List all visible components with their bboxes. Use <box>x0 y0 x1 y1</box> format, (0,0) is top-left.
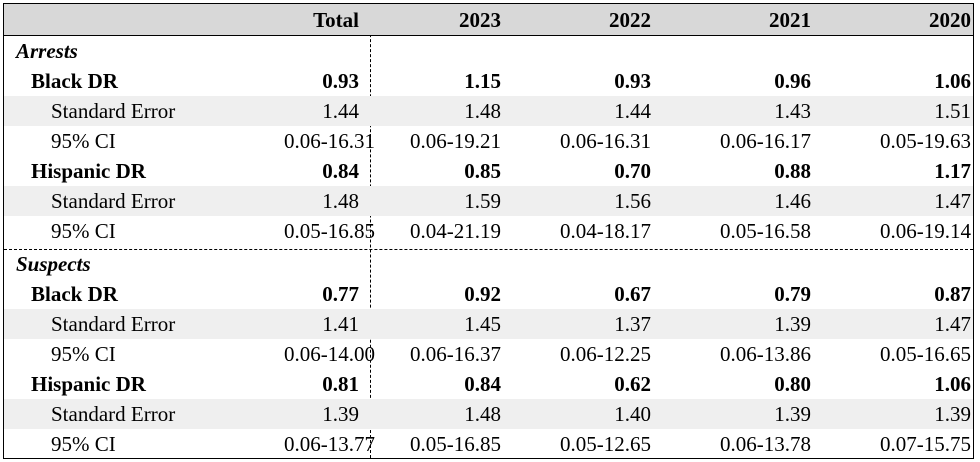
cell-2023: 0.84 <box>464 372 501 396</box>
cell-2022: 0.70 <box>614 159 651 183</box>
table-row: 95% CI 0.06-13.77 0.05-16.85 0.05-12.65 … <box>4 429 973 459</box>
cell-total: 0.06-13.77 <box>284 432 375 456</box>
cell-2020: 1.39 <box>934 402 971 426</box>
cell-2020: 1.51 <box>934 99 971 123</box>
cell-2020: 1.17 <box>934 159 971 183</box>
cell-2020: 0.06-19.14 <box>880 219 971 243</box>
cell-total: 0.05-16.85 <box>284 219 375 243</box>
row-label: Hispanic DR <box>31 372 146 396</box>
table-row: Standard Error 1.44 1.48 1.44 1.43 1.51 <box>4 96 973 126</box>
column-divider <box>370 4 371 458</box>
header-total: Total <box>313 8 359 32</box>
table-row: Hispanic DR 0.84 0.85 0.70 0.88 1.17 <box>4 156 973 186</box>
cell-2020: 0.05-19.63 <box>880 129 971 153</box>
cell-2022: 1.40 <box>614 402 651 426</box>
cell-2023: 1.48 <box>464 402 501 426</box>
table-row: Standard Error 1.41 1.45 1.37 1.39 1.47 <box>4 309 973 339</box>
cell-2021: 1.39 <box>774 312 811 336</box>
cell-2023: 0.06-16.37 <box>410 342 501 366</box>
row-label: Standard Error <box>51 189 176 213</box>
cell-total: 1.39 <box>322 402 359 426</box>
header-2020: 2020 <box>929 8 971 32</box>
row-label: 95% CI <box>51 432 116 456</box>
cell-2021: 0.06-16.17 <box>720 129 811 153</box>
cell-2022: 0.05-12.65 <box>560 432 651 456</box>
cell-2023: 0.06-19.21 <box>410 129 501 153</box>
cell-total: 0.93 <box>322 69 359 93</box>
disparity-ratio-table: Total 2023 2022 2021 2020 Arrests Black … <box>3 3 974 459</box>
cell-2022: 0.62 <box>614 372 651 396</box>
cell-2021: 0.06-13.78 <box>720 432 811 456</box>
cell-2022: 0.04-18.17 <box>560 219 651 243</box>
cell-2023: 1.45 <box>464 312 501 336</box>
row-label: 95% CI <box>51 129 116 153</box>
cell-2022: 0.06-16.31 <box>560 129 651 153</box>
section-divider <box>4 249 973 250</box>
cell-total: 0.81 <box>322 372 359 396</box>
row-label: Hispanic DR <box>31 159 146 183</box>
row-label: Standard Error <box>51 312 176 336</box>
cell-2021: 1.39 <box>774 402 811 426</box>
header-label <box>4 4 16 35</box>
row-label: Black DR <box>31 282 118 306</box>
row-label: 95% CI <box>51 219 116 243</box>
cell-2022: 1.56 <box>614 189 651 213</box>
table-row: Black DR 0.77 0.92 0.67 0.79 0.87 <box>4 279 973 309</box>
cell-2022: 0.93 <box>614 69 651 93</box>
cell-total: 0.77 <box>322 282 359 306</box>
cell-total: 0.06-16.31 <box>284 129 375 153</box>
table-row: Hispanic DR 0.81 0.84 0.62 0.80 1.06 <box>4 369 973 399</box>
cell-2022: 0.06-12.25 <box>560 342 651 366</box>
row-label: Standard Error <box>51 99 176 123</box>
cell-2020: 0.87 <box>934 282 971 306</box>
row-label: Black DR <box>31 69 118 93</box>
section-title-row: Suspects <box>4 249 973 279</box>
section-title-row: Arrests <box>4 36 973 66</box>
section-title: Suspects <box>16 252 91 276</box>
cell-2023: 1.48 <box>464 99 501 123</box>
cell-2021: 1.43 <box>774 99 811 123</box>
table-row: Standard Error 1.39 1.48 1.40 1.39 1.39 <box>4 399 973 429</box>
cell-2020: 0.05-16.65 <box>880 342 971 366</box>
cell-2020: 1.06 <box>934 69 971 93</box>
cell-2023: 0.04-21.19 <box>410 219 501 243</box>
cell-2020: 1.47 <box>934 312 971 336</box>
cell-2022: 1.37 <box>614 312 651 336</box>
cell-total: 1.48 <box>322 189 359 213</box>
cell-2020: 0.07-15.75 <box>880 432 971 456</box>
table-row: 95% CI 0.06-14.00 0.06-16.37 0.06-12.25 … <box>4 339 973 369</box>
cell-2020: 1.47 <box>934 189 971 213</box>
table-header-row: Total 2023 2022 2021 2020 <box>4 4 973 36</box>
table-row: 95% CI 0.06-16.31 0.06-19.21 0.06-16.31 … <box>4 126 973 156</box>
table-row: 95% CI 0.05-16.85 0.04-21.19 0.04-18.17 … <box>4 216 973 246</box>
cell-2022: 1.44 <box>614 99 651 123</box>
cell-2022: 0.67 <box>614 282 651 306</box>
cell-2021: 1.46 <box>774 189 811 213</box>
header-2022: 2022 <box>609 8 651 32</box>
cell-2020: 1.06 <box>934 372 971 396</box>
table-row: Black DR 0.93 1.15 0.93 0.96 1.06 <box>4 66 973 96</box>
cell-total: 0.06-14.00 <box>284 342 375 366</box>
cell-total: 1.41 <box>322 312 359 336</box>
row-label: Standard Error <box>51 402 176 426</box>
cell-2021: 0.05-16.58 <box>720 219 811 243</box>
cell-2021: 0.06-13.86 <box>720 342 811 366</box>
cell-2021: 0.80 <box>774 372 811 396</box>
table-row: Standard Error 1.48 1.59 1.56 1.46 1.47 <box>4 186 973 216</box>
cell-2021: 0.96 <box>774 69 811 93</box>
cell-2023: 0.85 <box>464 159 501 183</box>
cell-total: 1.44 <box>322 99 359 123</box>
cell-2023: 0.92 <box>464 282 501 306</box>
cell-2023: 0.05-16.85 <box>410 432 501 456</box>
row-label: 95% CI <box>51 342 116 366</box>
header-2023: 2023 <box>459 8 501 32</box>
cell-2021: 0.88 <box>774 159 811 183</box>
cell-2023: 1.59 <box>464 189 501 213</box>
cell-total: 0.84 <box>322 159 359 183</box>
cell-2021: 0.79 <box>774 282 811 306</box>
cell-2023: 1.15 <box>464 69 501 93</box>
header-2021: 2021 <box>769 8 811 32</box>
section-title: Arrests <box>16 39 78 63</box>
